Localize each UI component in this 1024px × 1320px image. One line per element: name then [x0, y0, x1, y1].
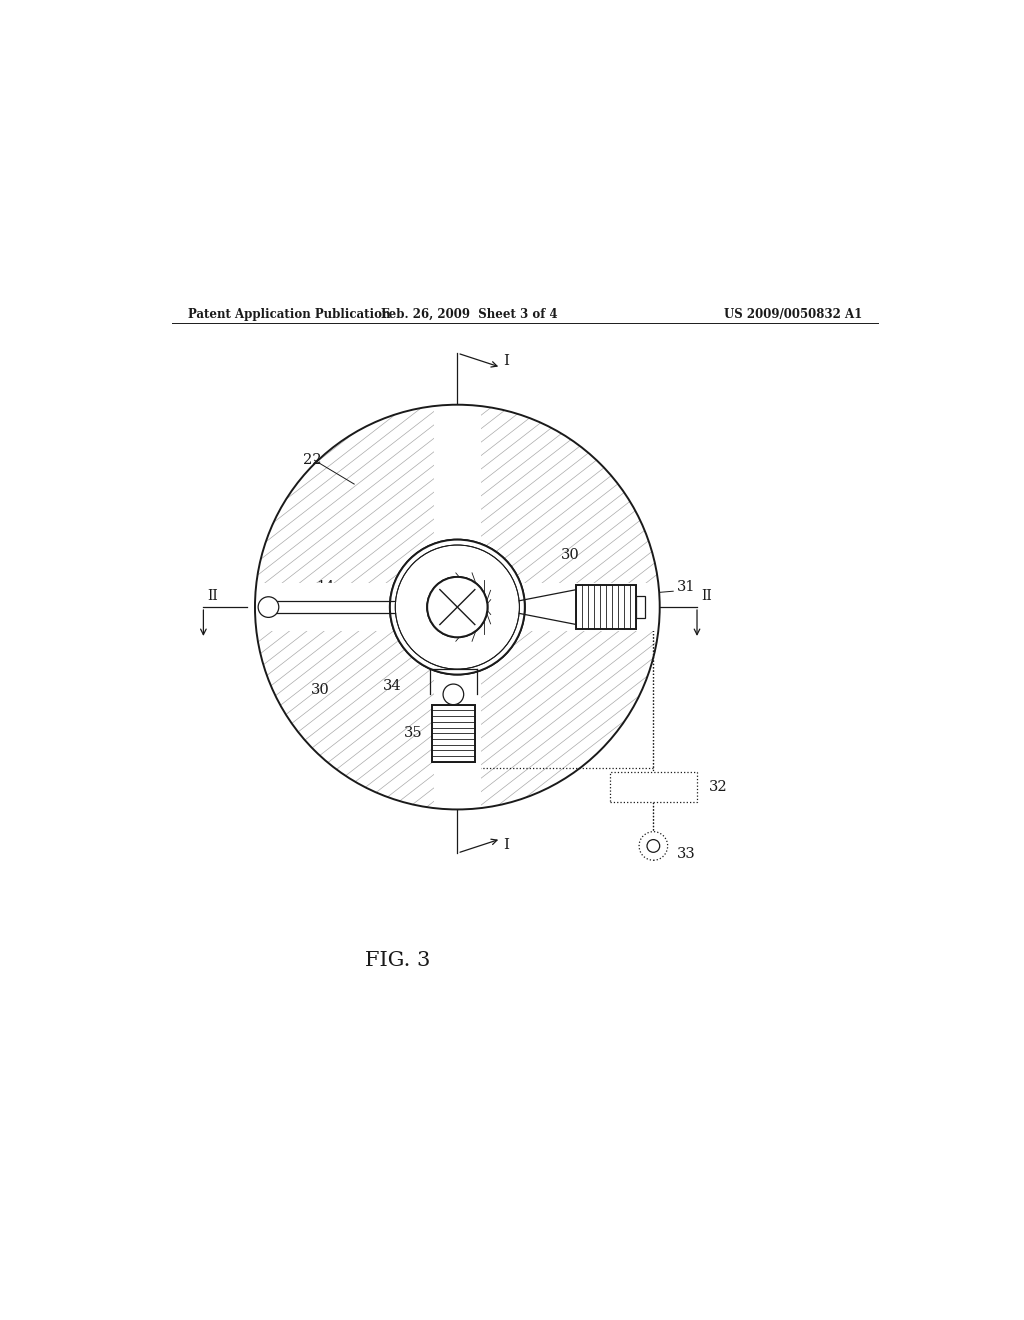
Circle shape: [390, 540, 524, 675]
Circle shape: [427, 577, 487, 638]
Text: Feb. 26, 2009  Sheet 3 of 4: Feb. 26, 2009 Sheet 3 of 4: [381, 308, 557, 321]
Circle shape: [639, 832, 668, 861]
Circle shape: [427, 577, 487, 638]
Bar: [255, 583, 659, 631]
Text: 35: 35: [403, 726, 422, 741]
Text: 30: 30: [560, 549, 580, 562]
Circle shape: [390, 540, 524, 675]
Circle shape: [647, 840, 659, 853]
Text: Patent Application Publication: Patent Application Publication: [187, 308, 390, 321]
Text: 30: 30: [310, 684, 330, 697]
Text: II: II: [207, 589, 218, 603]
Circle shape: [443, 684, 464, 705]
Text: FIG. 3: FIG. 3: [366, 950, 430, 970]
Text: II: II: [701, 589, 712, 603]
Text: I: I: [504, 838, 509, 853]
Text: US 2009/0050832 A1: US 2009/0050832 A1: [724, 308, 862, 321]
Circle shape: [255, 405, 659, 809]
Text: 22: 22: [303, 453, 322, 467]
Bar: [434, 405, 481, 809]
Text: 20: 20: [437, 510, 456, 524]
Bar: [636, 595, 645, 618]
Text: 31: 31: [677, 581, 695, 594]
Text: 32: 32: [709, 780, 727, 795]
Bar: [431, 705, 475, 762]
Text: 14: 14: [316, 581, 334, 594]
Text: 33: 33: [677, 847, 696, 861]
Bar: [609, 772, 697, 803]
Text: 34: 34: [383, 680, 401, 693]
Circle shape: [258, 597, 279, 618]
Text: I: I: [504, 354, 509, 368]
Bar: [577, 585, 636, 628]
